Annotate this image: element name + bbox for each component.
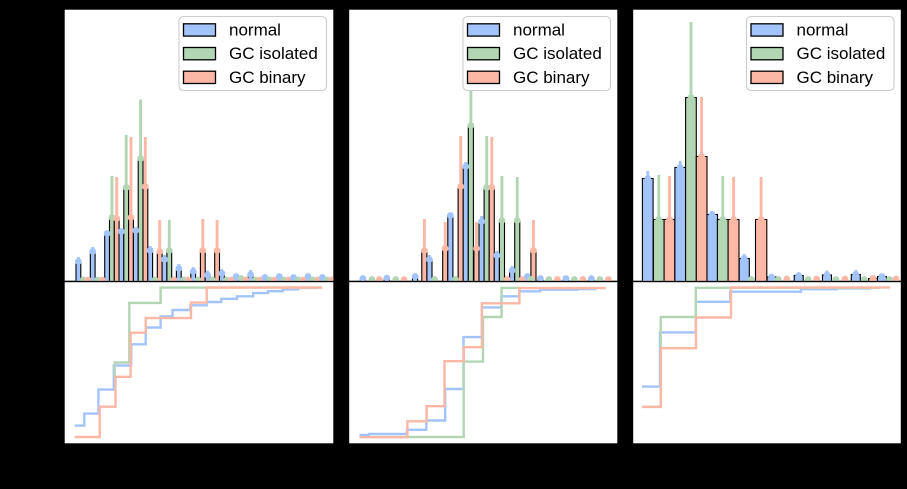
svg-text:normal: normal [513, 20, 565, 39]
svg-text:GC binary: GC binary [229, 68, 306, 87]
svg-text:GC isolated: GC isolated [229, 44, 318, 63]
svg-text:normal: normal [229, 20, 281, 39]
svg-text:GC isolated: GC isolated [797, 44, 886, 63]
svg-text:normal: normal [797, 20, 849, 39]
svg-text:GC binary: GC binary [513, 68, 590, 87]
svg-text:GC binary: GC binary [797, 68, 874, 87]
svg-text:GC isolated: GC isolated [513, 44, 602, 63]
